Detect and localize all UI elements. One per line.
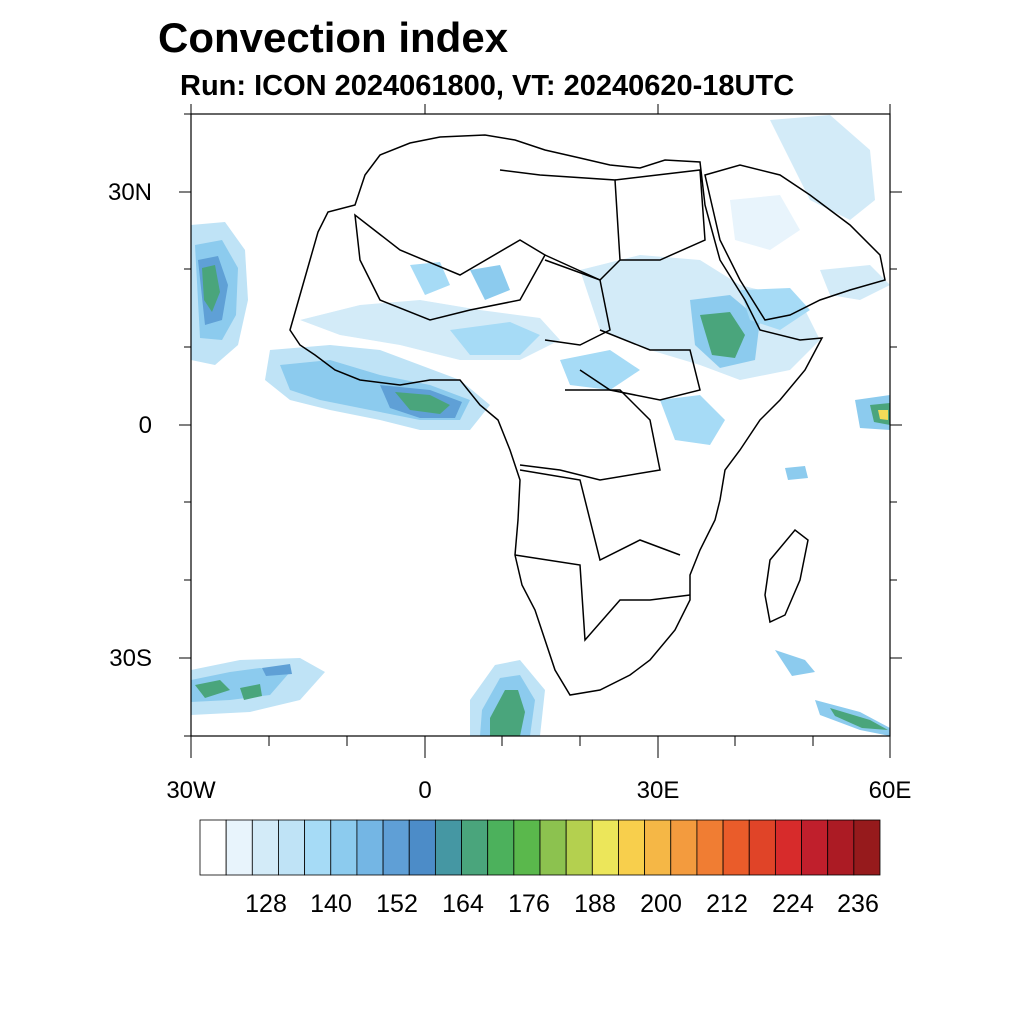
colorbar-label: 188	[574, 890, 616, 918]
colorbar-box	[278, 819, 306, 876]
colorbar-box	[591, 819, 619, 876]
lon-label-30w: 30W	[166, 777, 216, 804]
colorbar-box	[644, 819, 672, 876]
colorbar-box	[487, 819, 515, 876]
colorbar-box	[251, 819, 279, 876]
colorbar-label: 236	[837, 890, 879, 918]
lat-label-0: 0	[139, 412, 152, 439]
colorbar-box	[382, 819, 410, 876]
colorbar-box	[565, 819, 593, 876]
colorbar-box	[774, 819, 802, 876]
colorbar-label: 140	[310, 890, 352, 918]
colorbar-box	[539, 819, 567, 876]
colorbar-label: 164	[442, 890, 484, 918]
lon-label-30e: 30E	[637, 777, 680, 804]
colorbar-box	[199, 819, 227, 876]
colorbar-box	[670, 819, 698, 876]
colorbar-box	[513, 819, 541, 876]
axis-ticks	[179, 104, 902, 758]
colorbar-label: 212	[706, 890, 748, 918]
colorbar-box	[304, 819, 332, 876]
colorbar-box	[827, 819, 855, 876]
colorbar-box	[225, 819, 253, 876]
colorbar-box	[356, 819, 384, 876]
colorbar-box	[722, 819, 750, 876]
colorbar-label: 176	[508, 890, 550, 918]
colorbar-box	[801, 819, 829, 876]
colorbar-label: 128	[245, 890, 287, 918]
country-borders	[289, 134, 886, 696]
colorbar-box	[434, 819, 462, 876]
lat-label-30s: 30S	[109, 645, 152, 672]
lon-label-0: 0	[418, 777, 431, 804]
colorbar-box	[696, 819, 724, 876]
colorbar-box	[330, 819, 358, 876]
colorbar-labels: 128 140 152 164 176 188 200 212 224 236	[245, 890, 879, 918]
colorbar-box	[618, 819, 646, 876]
colorbar-box	[461, 819, 489, 876]
colorbar-label: 200	[640, 890, 682, 918]
convection-shading	[191, 115, 890, 736]
colorbar-label: 224	[772, 890, 814, 918]
chart-subtitle: Run: ICON 2024061800, VT: 20240620-18UTC	[180, 70, 795, 102]
lon-label-60e: 60E	[869, 777, 912, 804]
lat-label-30n: 30N	[108, 179, 152, 206]
colorbar-box	[748, 819, 776, 876]
chart-title: Convection index	[158, 14, 509, 61]
colorbar-box	[408, 819, 436, 876]
colorbar-label: 152	[376, 890, 418, 918]
colorbar	[199, 819, 881, 876]
colorbar-box	[853, 819, 881, 876]
